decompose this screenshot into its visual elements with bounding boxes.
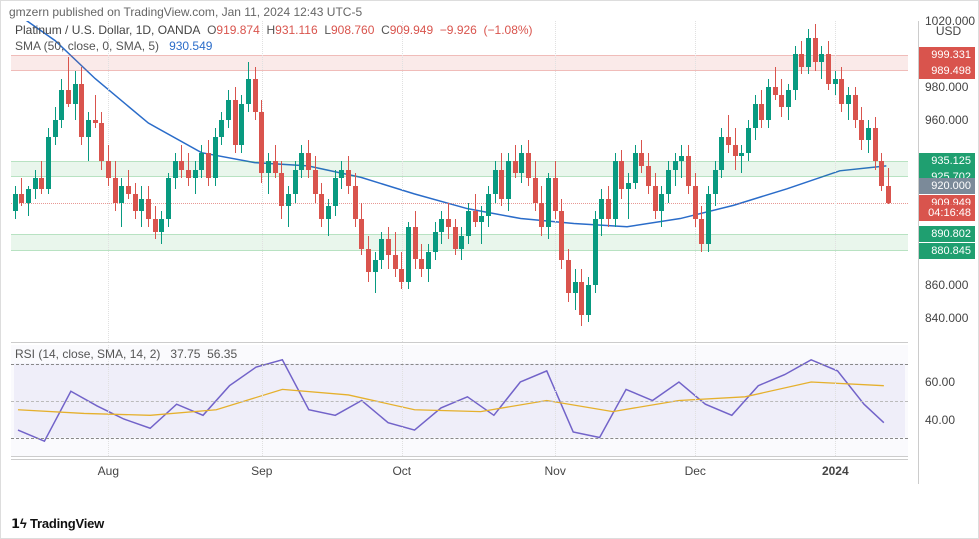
x-tick: Dec xyxy=(685,464,706,478)
price-label: 04:16:48 xyxy=(919,205,975,221)
symbol-title[interactable]: Platinum / U.S. Dollar, 1D, OANDA xyxy=(15,23,200,37)
tradingview-logo: 𝟭ϟ TradingView xyxy=(11,516,104,532)
x-tick: Oct xyxy=(392,464,411,478)
main-legend: Platinum / U.S. Dollar, 1D, OANDA O919.8… xyxy=(15,23,533,53)
price-label: 880.845 xyxy=(919,243,975,259)
x-tick: Nov xyxy=(545,464,566,478)
x-tick: Aug xyxy=(98,464,119,478)
x-tick: 2024 xyxy=(822,464,849,478)
rsi-legend: RSI (14, close, SMA, 14, 2) 37.75 56.35 xyxy=(15,347,237,361)
chart-frame: gmzern published on TradingView.com, Jan… xyxy=(0,0,979,539)
rsi-pane[interactable] xyxy=(11,345,908,457)
price-label: 920.000 xyxy=(919,178,975,194)
price-pane[interactable] xyxy=(11,21,908,343)
plot-area[interactable]: Aug Sep Oct Nov Dec 2024 xyxy=(11,21,908,484)
x-tick: Sep xyxy=(251,464,272,478)
price-label: 989.498 xyxy=(919,63,975,79)
price-label: 999.331 xyxy=(919,47,975,63)
sma-legend[interactable]: SMA (50, close, 0, SMA, 5) xyxy=(15,39,159,53)
author: gmzern xyxy=(9,5,49,19)
publish-header: gmzern published on TradingView.com, Jan… xyxy=(1,1,978,23)
x-axis: Aug Sep Oct Nov Dec 2024 xyxy=(11,459,908,485)
price-label: 935.125 xyxy=(919,153,975,169)
y-axis: USD 840.000860.000960.000980.0001020.000… xyxy=(918,21,978,484)
price-label: 890.802 xyxy=(919,226,975,242)
